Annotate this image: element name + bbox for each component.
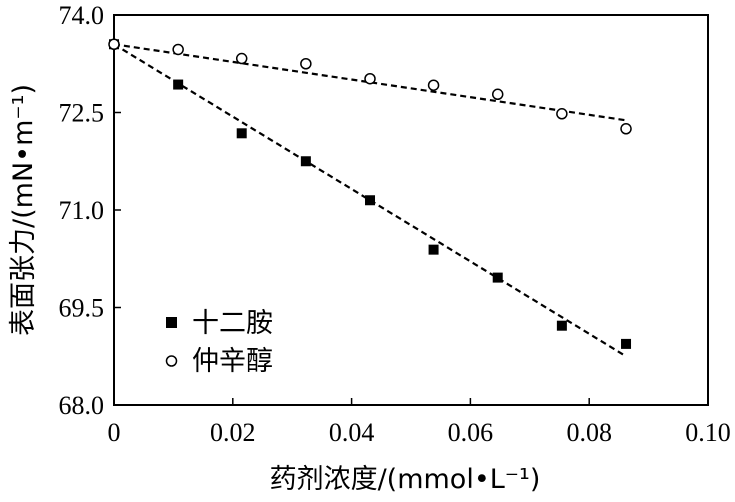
data-point-series-2 <box>108 38 120 50</box>
legend-marker-open-circle <box>165 355 178 367</box>
y-tick-label: 69.5 <box>59 294 105 323</box>
x-tick-label: 0.02 <box>210 418 256 447</box>
data-points <box>108 38 632 349</box>
data-point-series-2 <box>427 79 440 91</box>
fit-line-series-2 <box>113 43 627 122</box>
data-point-series-1 <box>428 244 439 255</box>
legend-marker-filled-square <box>166 317 177 328</box>
data-point-series-1 <box>556 320 567 331</box>
data-point-series-2 <box>364 72 376 85</box>
x-axis: 0 0.02 0.04 0.06 0.08 0.10 <box>108 398 731 447</box>
data-point-series-1 <box>236 128 247 139</box>
data-point-series-1 <box>621 338 632 349</box>
data-point-series-2 <box>620 123 632 135</box>
data-point-series-1 <box>300 156 311 167</box>
x-tick-label: 0.06 <box>448 418 494 447</box>
data-point-series-2 <box>300 58 312 70</box>
legend-label-series-2: 仲辛醇 <box>192 346 273 377</box>
x-tick-label: 0 <box>108 418 121 447</box>
y-tick-label: 74.0 <box>59 1 105 30</box>
data-point-series-2 <box>491 88 504 101</box>
data-point-series-1 <box>365 195 376 206</box>
y-tick-label: 72.5 <box>59 99 105 128</box>
data-point-series-1 <box>492 272 503 283</box>
legend-label-series-1: 十二胺 <box>192 308 273 339</box>
data-point-series-2 <box>235 52 248 65</box>
x-tick-label: 0.04 <box>329 418 375 447</box>
data-point-series-2 <box>172 43 184 56</box>
y-tick-label: 68.0 <box>59 391 105 420</box>
x-axis-title: 药剂浓度/(mmol•L⁻¹) <box>270 464 541 495</box>
y-tick-label: 71.0 <box>59 196 105 225</box>
x-tick-label: 0.08 <box>566 418 612 447</box>
fit-lines <box>113 43 627 358</box>
legend: 十二胺 仲辛醇 <box>165 308 273 377</box>
data-point-series-2 <box>556 108 568 120</box>
y-axis-title: 表面张力/(mN•m⁻¹) <box>8 84 39 336</box>
data-point-series-1 <box>173 79 184 90</box>
x-tick-label: 0.10 <box>685 418 731 447</box>
y-axis: 68.0 69.5 71.0 72.5 74.0 <box>59 1 121 420</box>
